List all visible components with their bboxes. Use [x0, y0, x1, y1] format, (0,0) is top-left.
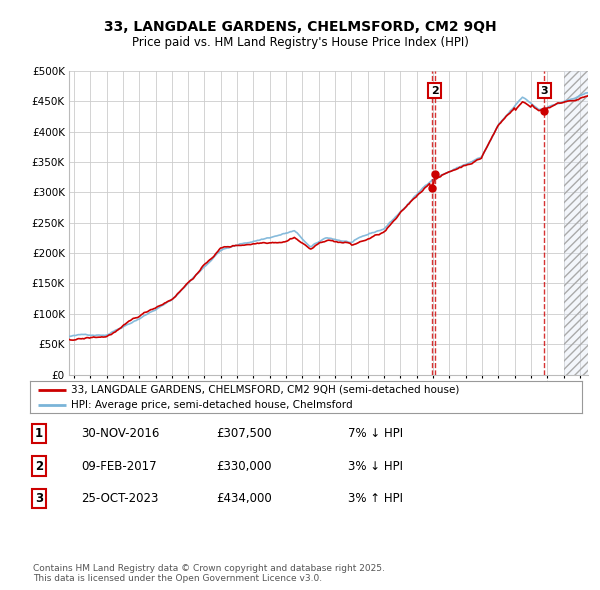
- Text: £434,000: £434,000: [216, 492, 272, 505]
- Text: 3% ↓ HPI: 3% ↓ HPI: [348, 460, 403, 473]
- Text: 7% ↓ HPI: 7% ↓ HPI: [348, 427, 403, 440]
- Text: HPI: Average price, semi-detached house, Chelmsford: HPI: Average price, semi-detached house,…: [71, 400, 353, 410]
- Text: 33, LANGDALE GARDENS, CHELMSFORD, CM2 9QH (semi-detached house): 33, LANGDALE GARDENS, CHELMSFORD, CM2 9Q…: [71, 385, 460, 395]
- Bar: [563, 71, 588, 375]
- Text: Contains HM Land Registry data © Crown copyright and database right 2025.
This d: Contains HM Land Registry data © Crown c…: [33, 563, 385, 583]
- Text: Price paid vs. HM Land Registry's House Price Index (HPI): Price paid vs. HM Land Registry's House …: [131, 36, 469, 49]
- Text: £307,500: £307,500: [216, 427, 272, 440]
- Text: 3% ↑ HPI: 3% ↑ HPI: [348, 492, 403, 505]
- Text: 2: 2: [431, 86, 439, 96]
- Text: 2: 2: [35, 460, 43, 473]
- Text: 25-OCT-2023: 25-OCT-2023: [81, 492, 158, 505]
- Text: 33, LANGDALE GARDENS, CHELMSFORD, CM2 9QH: 33, LANGDALE GARDENS, CHELMSFORD, CM2 9Q…: [104, 19, 496, 34]
- Text: 3: 3: [35, 492, 43, 505]
- Text: 09-FEB-2017: 09-FEB-2017: [81, 460, 157, 473]
- Text: 30-NOV-2016: 30-NOV-2016: [81, 427, 160, 440]
- Text: 1: 1: [35, 427, 43, 440]
- Bar: [563, 71, 588, 375]
- Text: £330,000: £330,000: [216, 460, 271, 473]
- Text: 3: 3: [541, 86, 548, 96]
